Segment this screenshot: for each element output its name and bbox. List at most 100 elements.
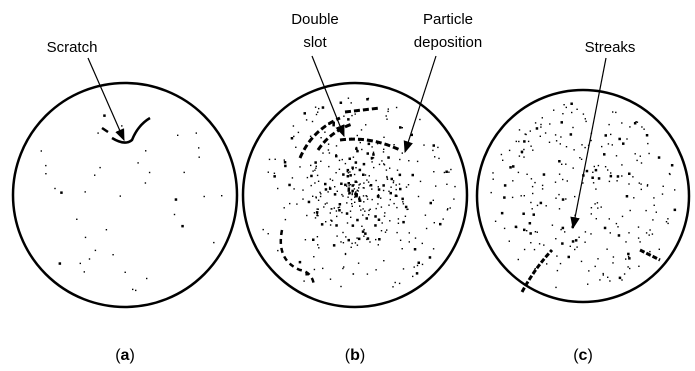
wafer-a (13, 83, 237, 307)
defect-dot (562, 227, 565, 230)
defect-dot (328, 144, 329, 145)
defect-dot (367, 273, 368, 274)
defect-dot (529, 232, 532, 235)
paren: ) (129, 347, 134, 364)
defect-dot (318, 108, 319, 109)
defect-dot (378, 219, 381, 222)
defect-dot (318, 181, 319, 182)
defect-dot (316, 114, 317, 115)
defect-dot (334, 193, 337, 196)
defect-dot (347, 171, 348, 172)
defect-dot (383, 137, 384, 138)
defect-dot (342, 268, 343, 269)
defect-dot (512, 180, 513, 181)
defect-dot (85, 191, 86, 192)
defect-dot (342, 173, 345, 176)
defect-dot (355, 181, 358, 184)
defect-dot (648, 153, 649, 154)
defect-dot (586, 170, 589, 173)
defect-dot (347, 222, 348, 223)
defect-dot (322, 106, 325, 109)
defect-dot (594, 166, 595, 167)
defect-dot (638, 266, 639, 267)
defect-dot (540, 124, 541, 125)
defect-dot (415, 237, 416, 238)
defect-dot (521, 152, 522, 153)
defect-dot (340, 102, 343, 105)
defect-dot (356, 196, 357, 197)
defect-dot (549, 142, 550, 143)
defect-dot (367, 199, 368, 200)
defect-dot (561, 121, 564, 124)
defect-dot (358, 238, 361, 241)
defect-dot (340, 183, 343, 186)
defect-dot (335, 172, 336, 173)
defect-dot (545, 132, 546, 133)
defect-dot (574, 249, 575, 250)
defect-dot (325, 188, 328, 191)
defect-dot (352, 206, 353, 207)
defect-dot (362, 230, 365, 233)
defect-dot (263, 229, 264, 230)
defect-dot (350, 217, 351, 218)
defect-dot (562, 179, 563, 180)
defect-dot (54, 188, 55, 189)
defect-dot (310, 175, 313, 178)
defect-dot (532, 193, 533, 194)
defect-dot (433, 200, 434, 201)
defect-dot (316, 211, 319, 214)
defect-dot (393, 144, 394, 145)
defect-dot (342, 195, 343, 196)
defect-dot (612, 111, 613, 112)
defect-dot (351, 247, 352, 248)
defect-dot (348, 182, 351, 185)
defect-dot (367, 152, 370, 155)
defect-dot (625, 241, 626, 242)
defect-dot (348, 187, 351, 190)
defect-dot (351, 190, 354, 193)
defect-dot (652, 219, 653, 220)
defect-dot (373, 167, 374, 168)
defect-dot (626, 138, 627, 139)
defect-dot (646, 232, 647, 233)
defect-dot (378, 244, 379, 245)
defect-dot (627, 253, 630, 256)
defect-dot (356, 193, 359, 196)
defect-dot (621, 175, 622, 176)
defect-dot (491, 192, 492, 193)
defect-dot (603, 274, 604, 275)
defect-dot (355, 113, 356, 114)
defect-dot (320, 196, 321, 197)
defect-dot (317, 244, 318, 245)
defect-dot (395, 282, 396, 283)
defect-dot (390, 192, 393, 195)
defect-dot (331, 220, 332, 221)
defect-dot (635, 153, 636, 154)
defect-dot (512, 197, 513, 198)
defect-dot (426, 228, 427, 229)
defect-dot (317, 236, 318, 237)
defect-dot (388, 205, 389, 206)
defect-dot (338, 207, 339, 208)
defect-dot (299, 166, 300, 167)
panel-label: (b) (345, 347, 365, 364)
defect-dot (533, 213, 536, 216)
defect-dot (628, 256, 629, 257)
defect-dot (530, 130, 531, 131)
defect-dot (622, 142, 625, 145)
defect-dot (302, 189, 303, 190)
defect-dot (624, 273, 625, 274)
defect-dot (402, 201, 403, 202)
defect-dot (563, 104, 564, 105)
defect-dot (145, 150, 146, 151)
defect-dot (89, 258, 90, 259)
defect-dot (112, 254, 113, 255)
defect-dot (414, 248, 417, 251)
defect-dot (598, 177, 601, 180)
defect-dot (339, 203, 342, 206)
defect-dot (597, 207, 598, 208)
defect-dot (315, 107, 316, 108)
defect-dot (351, 203, 352, 204)
panel-label: (a) (115, 347, 135, 364)
defect-dot (184, 172, 185, 173)
